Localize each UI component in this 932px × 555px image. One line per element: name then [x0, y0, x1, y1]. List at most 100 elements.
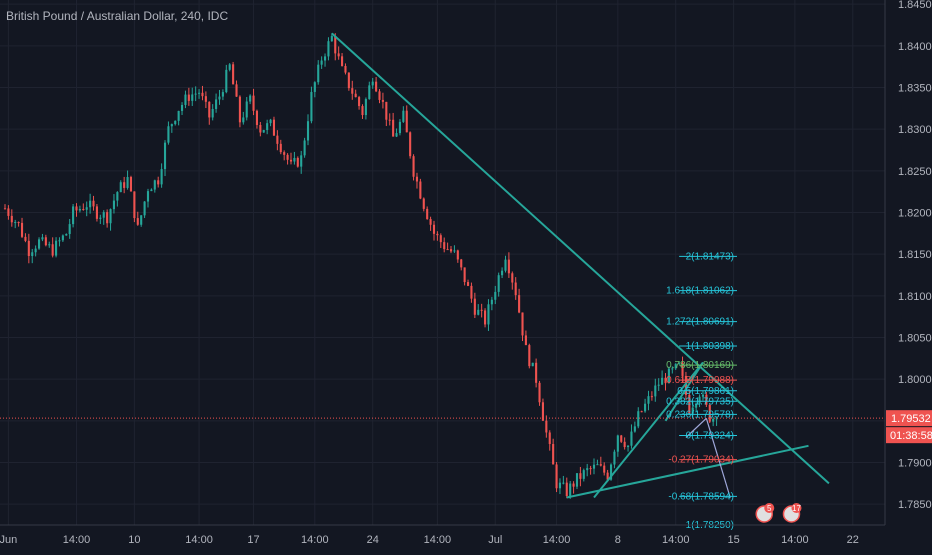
- candle: [112, 194, 116, 214]
- candle: [266, 119, 269, 135]
- candle: [106, 209, 109, 228]
- candle: [715, 416, 718, 426]
- candle: [211, 104, 214, 121]
- candle: [592, 458, 596, 475]
- candle: [300, 150, 303, 174]
- candle: [129, 175, 133, 192]
- candle: [3, 204, 7, 210]
- candle: [446, 242, 449, 251]
- candle: [262, 129, 265, 133]
- candle: [61, 234, 64, 242]
- candle: [136, 211, 139, 226]
- candle: [409, 131, 412, 159]
- candle: [528, 343, 531, 369]
- candle: [92, 195, 95, 211]
- x-tick-label: 14:00: [781, 534, 809, 546]
- fib-level[interactable]: 0(1.79324): [679, 431, 738, 442]
- candle: [41, 233, 44, 242]
- candle: [402, 106, 405, 123]
- trendline[interactable]: [664, 361, 704, 422]
- candle: [684, 371, 687, 400]
- candle: [712, 416, 715, 427]
- candle: [644, 398, 647, 413]
- candle: [361, 104, 364, 119]
- candle: [456, 249, 459, 263]
- candle: [688, 389, 691, 415]
- drawings[interactable]: [331, 32, 830, 499]
- candle: [10, 209, 13, 227]
- projection-arrow[interactable]: [705, 418, 731, 498]
- candle: [225, 64, 228, 94]
- fib-level[interactable]: 0.5(1.79861): [677, 386, 738, 397]
- fib-level[interactable]: 0.786(1.80169): [666, 360, 738, 371]
- candle: [678, 361, 681, 365]
- candle: [7, 205, 10, 220]
- fib-level[interactable]: 0.382(1.79735): [666, 396, 738, 407]
- candle: [143, 201, 146, 219]
- candle: [671, 366, 674, 374]
- event-badge[interactable]: 5: [755, 503, 775, 523]
- candle: [157, 176, 160, 188]
- candle: [395, 128, 398, 138]
- candle: [109, 208, 112, 231]
- candle: [358, 95, 361, 110]
- candle: [647, 390, 650, 411]
- candle: [518, 288, 521, 314]
- candle: [123, 176, 126, 194]
- candle: [24, 233, 27, 243]
- fib-level[interactable]: 1.272(1.80691): [666, 317, 738, 328]
- candle: [487, 299, 490, 331]
- y-tick-label: 1.78500: [898, 499, 932, 511]
- trendline[interactable]: [566, 444, 809, 499]
- fib-level-label: 1.272(1.80691): [666, 317, 734, 328]
- fib-level-label: 0.5(1.79861): [677, 386, 734, 397]
- fib-level[interactable]: 0.618(1.79988): [666, 375, 738, 386]
- countdown-label: 01:38:58: [890, 430, 932, 442]
- fib-level[interactable]: 0.236(1.79578): [666, 409, 738, 420]
- candle: [637, 407, 640, 429]
- fib-level[interactable]: 1(1.80398): [679, 341, 738, 352]
- candle: [191, 87, 194, 106]
- candle: [371, 78, 374, 89]
- fib-level-label: 2(1.81473): [686, 251, 734, 262]
- candle: [27, 233, 30, 264]
- trendline[interactable]: [331, 32, 830, 485]
- candle: [215, 93, 218, 113]
- candle: [501, 267, 504, 279]
- event-badge[interactable]: 17: [782, 503, 802, 523]
- candle: [75, 203, 78, 217]
- candle: [708, 403, 711, 424]
- candle: [163, 140, 167, 177]
- candle: [289, 152, 293, 165]
- candle: [603, 462, 606, 476]
- candle: [667, 366, 670, 384]
- candle: [524, 330, 527, 346]
- candle: [436, 231, 439, 241]
- fib-level[interactable]: 1.618(1.81062): [666, 286, 738, 297]
- candle: [341, 53, 344, 67]
- candle: [276, 130, 279, 151]
- candle: [245, 97, 248, 121]
- candles: [3, 33, 718, 499]
- fib-level[interactable]: -0.68(1.78594): [668, 491, 738, 502]
- candle: [449, 245, 453, 254]
- candle: [691, 401, 694, 419]
- candle: [317, 60, 320, 85]
- candle: [354, 89, 357, 98]
- candle: [160, 163, 163, 188]
- x-tick-label: 14:00: [424, 534, 452, 546]
- candle: [392, 112, 395, 137]
- candle: [504, 255, 507, 273]
- projection-arrow[interactable]: [685, 417, 707, 438]
- candle: [72, 203, 75, 228]
- candle: [235, 80, 238, 97]
- trendline[interactable]: [593, 361, 704, 499]
- candle: [68, 218, 71, 239]
- fib-level[interactable]: 2(1.81473): [679, 251, 738, 262]
- candle: [599, 456, 602, 467]
- candle: [657, 378, 660, 391]
- candle: [494, 285, 497, 305]
- fib-level[interactable]: -0.27(1.79034): [668, 455, 738, 466]
